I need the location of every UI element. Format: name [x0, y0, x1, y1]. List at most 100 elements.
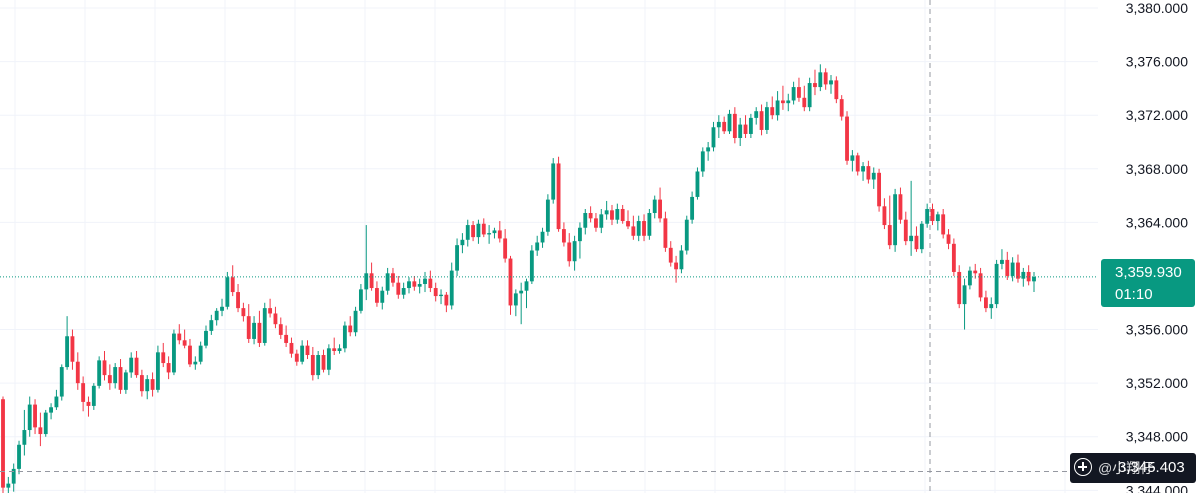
candle-up	[209, 320, 214, 331]
candle-up	[807, 83, 812, 108]
candle-up	[193, 361, 198, 365]
candle-up	[326, 348, 331, 370]
candle-up	[738, 124, 743, 138]
candle-up	[1000, 259, 1004, 264]
candle-down	[732, 113, 737, 138]
candle-down	[139, 375, 144, 392]
plus-circle-icon[interactable]	[1074, 458, 1092, 476]
candle-down	[428, 278, 433, 289]
candle-down	[188, 345, 192, 365]
candle-up	[407, 281, 411, 289]
candle-down	[332, 348, 337, 351]
candle-down	[481, 223, 486, 235]
candle-down	[556, 163, 561, 230]
candle-up	[604, 210, 609, 215]
candle-down	[33, 404, 37, 428]
candle-down	[503, 238, 508, 259]
candle-down	[588, 213, 593, 219]
candle-down	[973, 270, 978, 274]
candle-down	[802, 97, 807, 108]
candle-up	[225, 277, 230, 307]
candle-down	[268, 308, 273, 314]
candle-up	[455, 245, 459, 271]
candle-up	[925, 208, 930, 224]
candle-down	[631, 226, 636, 236]
candle-up	[27, 404, 32, 431]
candle-up	[342, 325, 347, 349]
candle-up	[145, 379, 150, 392]
candle-up	[59, 367, 64, 397]
candle-down	[444, 294, 449, 306]
candle-down	[70, 336, 75, 362]
candle-up	[353, 310, 358, 333]
candle-up	[706, 147, 711, 152]
candle-down	[150, 379, 155, 390]
candle-up	[679, 250, 684, 270]
candle-up	[652, 199, 657, 214]
candle-up	[513, 293, 518, 306]
candle-up	[1021, 271, 1026, 279]
candle-down	[834, 80, 839, 100]
candle-up	[861, 166, 865, 172]
candle-down	[375, 288, 379, 303]
candle-down	[797, 87, 801, 98]
candle-down	[294, 353, 299, 362]
candle-down	[241, 308, 246, 317]
candle-up	[572, 241, 577, 262]
candle-down	[1005, 259, 1010, 276]
candle-up	[17, 444, 21, 469]
candle-up	[989, 304, 994, 309]
candle-up	[909, 235, 914, 242]
candle-down	[166, 363, 171, 373]
candle-up	[54, 396, 59, 408]
price-tick-label: 3,352.000	[1126, 375, 1188, 391]
candle-up	[22, 430, 27, 445]
candle-down	[658, 199, 662, 219]
candle-up	[385, 273, 390, 291]
candle-down	[887, 225, 892, 246]
candle-up	[65, 336, 70, 368]
candle-down	[102, 360, 107, 376]
candle-up	[850, 155, 855, 161]
candle-down	[620, 208, 625, 222]
candle-down	[412, 281, 417, 287]
candle-up	[818, 72, 823, 88]
candle-up	[775, 100, 780, 116]
candle-up	[711, 127, 716, 148]
price-tick-label: 3,348.000	[1126, 429, 1188, 445]
candle-up	[220, 306, 224, 311]
candle-down	[118, 367, 123, 390]
candle-up	[764, 107, 769, 130]
candle-down	[182, 340, 187, 346]
candle-down	[674, 262, 679, 270]
candle-down	[722, 121, 727, 132]
candle-down	[855, 155, 860, 172]
candle-down	[289, 342, 294, 354]
candle-down	[941, 214, 946, 235]
price-tick-label: 3,344.000	[1126, 482, 1188, 493]
crosshair-price-badge[interactable]: @小翔仔 3,345.403	[1070, 453, 1196, 483]
candle-down	[230, 277, 235, 293]
candle-up	[962, 285, 967, 305]
candle-up	[43, 412, 48, 435]
last-price-value: 3,359.930	[1115, 264, 1182, 281]
candle-up	[204, 330, 208, 346]
candle-up	[754, 111, 759, 118]
candle-down	[1, 399, 5, 488]
candle-down	[134, 357, 139, 376]
candle-up	[524, 281, 529, 291]
candle-up	[994, 263, 999, 305]
candle-up	[748, 117, 753, 134]
candle-up	[535, 242, 540, 251]
candle-up	[540, 231, 545, 243]
candle-down	[930, 208, 935, 222]
candle-up	[935, 214, 940, 222]
candle-down	[946, 234, 951, 244]
candle-down	[107, 375, 112, 384]
candle-up	[423, 278, 427, 285]
bar-countdown: 01:10	[1115, 286, 1153, 303]
candle-down	[561, 229, 566, 243]
candle-up	[97, 360, 102, 386]
